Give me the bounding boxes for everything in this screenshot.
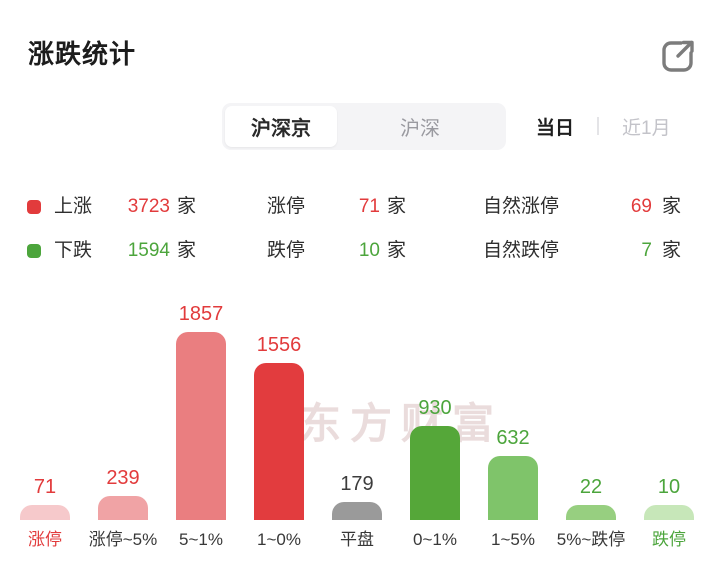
chart-bar[interactable] [488, 456, 538, 520]
limit-up-count: 71 [358, 196, 380, 217]
bar-category-label: 5%~跌停 [556, 530, 626, 549]
fall-label: 下跌 [54, 240, 93, 261]
natural-limit-up-group: 自然涨停 69 家 [483, 194, 681, 220]
period-tabs: 当日 近1月 [536, 110, 671, 142]
rise-label: 上涨 [54, 196, 93, 217]
rise-count: 3723 [127, 196, 171, 217]
unit-label: 家 [387, 240, 407, 261]
chart-bar[interactable] [410, 426, 460, 520]
bar-value-label: 632 [496, 427, 530, 449]
bar-category-label: 涨停~5% [88, 530, 158, 549]
chart-bar[interactable] [254, 363, 304, 520]
natural-limit-down-group: 自然跌停 7 家 [483, 238, 681, 264]
unit-label: 家 [662, 196, 682, 217]
share-button[interactable] [655, 33, 701, 79]
summary-row-rise: 上涨 3723 家 涨停 71 家 自然涨停 69 家 [0, 194, 718, 220]
natural-limit-up-count: 69 [630, 196, 652, 217]
limit-down-group: 跌停 10 家 [267, 238, 406, 264]
unit-label: 家 [387, 196, 407, 217]
bar-category-label: 5~1% [179, 530, 223, 549]
rise-legend-swatch [27, 200, 41, 214]
limit-down-count: 10 [358, 240, 380, 261]
bar-value-label: 22 [579, 476, 603, 498]
bar-value-label: 1556 [256, 334, 302, 356]
bar-category-label: 涨停 [28, 530, 62, 549]
natural-limit-down-label: 自然跌停 [483, 240, 560, 261]
chart-bar[interactable] [566, 505, 616, 520]
unit-label: 家 [662, 240, 682, 261]
bar-value-label: 71 [33, 476, 57, 498]
bar-category-label: 0~1% [413, 530, 457, 549]
page-title: 涨跌统计 [28, 39, 137, 69]
bar-category-label: 平盘 [340, 530, 374, 549]
natural-limit-up-label: 自然涨停 [483, 196, 560, 217]
chart-bar[interactable] [98, 496, 148, 520]
natural-limit-down-count: 7 [641, 240, 652, 261]
external-link-icon [655, 40, 701, 82]
chart-bar[interactable] [332, 502, 382, 520]
limit-up-label: 涨停 [267, 196, 306, 217]
period-option-1month[interactable]: 近1月 [622, 117, 671, 139]
bar-value-label: 930 [418, 397, 452, 419]
bar-value-label: 10 [657, 476, 681, 498]
limit-up-group: 涨停 71 家 [267, 194, 406, 220]
chart-bar[interactable] [176, 332, 226, 520]
fall-total-group: 下跌 1594 家 [27, 238, 196, 264]
unit-label: 家 [177, 196, 197, 217]
limit-down-label: 跌停 [267, 240, 306, 261]
period-divider [597, 117, 600, 135]
market-tabs: 沪深京 沪深 [222, 103, 506, 150]
tab-shanghai-shenzhen[interactable]: 沪深 [400, 118, 440, 140]
chart-bar[interactable] [20, 505, 70, 520]
fall-legend-swatch [27, 244, 41, 258]
bar-value-label: 239 [106, 467, 140, 489]
bar-category-label: 1~5% [491, 530, 535, 549]
bar-category-label: 跌停 [652, 530, 686, 549]
fall-count: 1594 [127, 240, 171, 261]
rise-total-group: 上涨 3723 家 [27, 194, 196, 220]
bar-category-label: 1~0% [257, 530, 301, 549]
period-option-today[interactable]: 当日 [536, 117, 575, 139]
tab-shanghai-shenzhen-beijing[interactable]: 沪深京 [225, 106, 337, 147]
unit-label: 家 [177, 240, 197, 261]
watermark: 东方财富 [299, 400, 504, 447]
chart-bar[interactable] [644, 505, 694, 520]
bar-value-label: 1857 [178, 303, 224, 325]
bar-value-label: 179 [340, 473, 374, 495]
summary-row-fall: 下跌 1594 家 跌停 10 家 自然跌停 7 家 [0, 238, 718, 264]
